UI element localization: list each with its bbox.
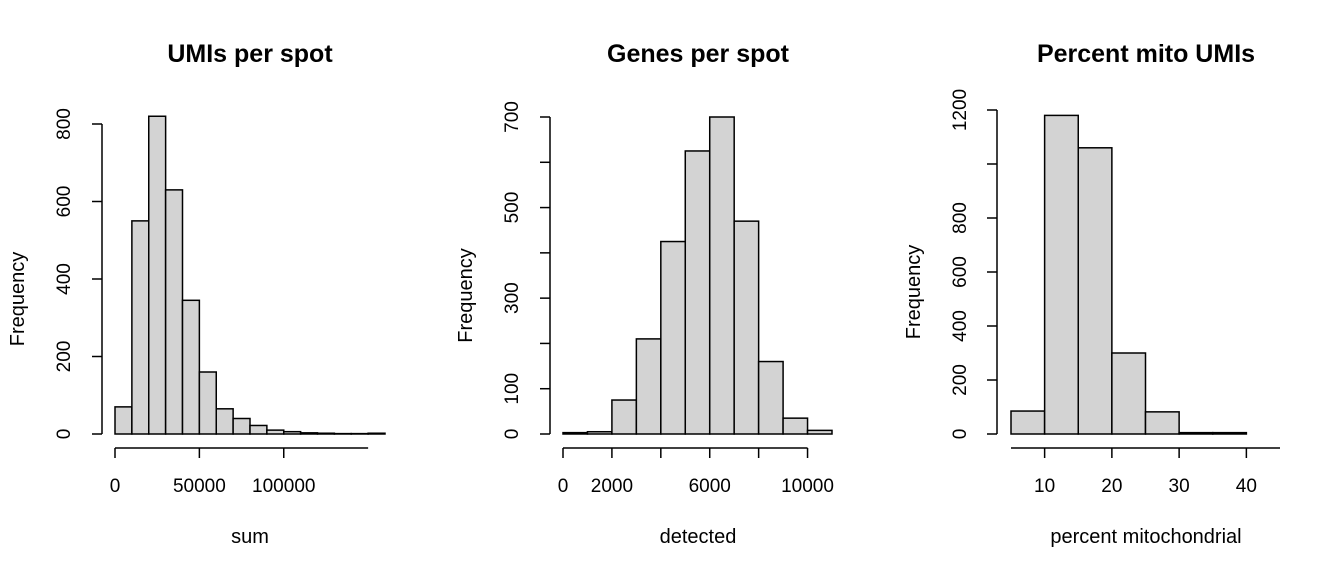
chart-1-y-tick-label-1: 0 <box>54 429 75 440</box>
chart-2-y-tick-label-8: 700 <box>502 101 523 133</box>
chart-3-y-tick-label-3: 400 <box>950 310 971 342</box>
chart-3-x-tick-label-3: 30 <box>1169 476 1190 497</box>
chart-3-x-tick-label-2: 20 <box>1101 476 1122 497</box>
chart-2-bar-3 <box>611 399 638 435</box>
chart-1-bar-1 <box>114 406 133 435</box>
chart-3-y-tick-label-1: 0 <box>950 429 971 440</box>
chart-2-y-tick-label-1: 0 <box>502 429 523 440</box>
chart-1-y-tick-label-4: 600 <box>54 186 75 218</box>
chart-1-bar-11 <box>283 430 302 435</box>
chart-3-bar-4 <box>1111 352 1147 435</box>
chart-1-y-axis-label: Frequency <box>7 252 29 347</box>
chart-3-x-tick-label-4: 40 <box>1236 476 1257 497</box>
chart-1-bar-5 <box>181 299 201 435</box>
chart-1-bar-4 <box>164 189 184 435</box>
chart-3-title: Percent mito UMIs <box>1037 40 1255 68</box>
chart-2-bar-5 <box>660 240 687 435</box>
chart-3-y-tick-label-2: 200 <box>950 364 971 396</box>
chart-2-x-tick-label-2: 2000 <box>591 476 633 497</box>
chart-1-bar-16 <box>367 432 386 435</box>
chart-3-bar-7 <box>1212 431 1248 435</box>
chart-3-bar-6 <box>1178 431 1214 435</box>
chart-1-bar-7 <box>215 408 234 435</box>
chart-2-bar-10 <box>782 417 809 435</box>
chart-1-bar-8 <box>232 417 251 435</box>
chart-3-y-tick-label-4: 600 <box>950 256 971 288</box>
chart-3-bar-1 <box>1010 410 1046 435</box>
chart-1-bar-12 <box>299 432 319 435</box>
chart-3-bar-3 <box>1077 147 1113 435</box>
chart-1-x-tick-label-2: 50000 <box>173 476 226 497</box>
chart-1-bar-13 <box>316 432 336 435</box>
chart-2-bar-8 <box>733 220 760 435</box>
chart-2-x-tick-label-4: 6000 <box>689 476 731 497</box>
chart-1-bar-2 <box>131 220 150 435</box>
chart-1-bar-3 <box>148 115 167 435</box>
chart-3-x-axis-label: percent mitochondrial <box>1050 526 1241 548</box>
chart-3-y-tick-label-5: 800 <box>950 202 971 234</box>
chart-2-bar-7 <box>708 116 735 435</box>
chart-3-y-tick-label-7: 1200 <box>950 89 971 131</box>
chart-2-bar-6 <box>684 150 711 435</box>
chart-2-y-tick-label-2: 100 <box>502 373 523 405</box>
chart-1-x-tick-label-1: 0 <box>110 476 121 497</box>
chart-1-x-tick-label-3: 100000 <box>252 476 315 497</box>
chart-2-title: Genes per spot <box>607 40 790 68</box>
chart-2-x-tick-label-6: 10000 <box>781 476 834 497</box>
chart-2-y-tick-label-6: 500 <box>502 192 523 224</box>
chart-2-bar-9 <box>757 360 784 435</box>
chart-2-bar-4 <box>635 338 662 435</box>
chart-3-bar-2 <box>1043 114 1079 435</box>
chart-1-bar-10 <box>266 429 285 435</box>
chart-2-bar-2 <box>586 430 613 435</box>
chart-1-title: UMIs per spot <box>167 40 333 68</box>
chart-2-x-tick-label-1: 0 <box>558 476 569 497</box>
chart-1-y-tick-label-3: 400 <box>54 263 75 295</box>
chart-2-y-tick-label-4: 300 <box>502 282 523 314</box>
chart-3-x-tick-label-1: 10 <box>1034 476 1055 497</box>
chart-3-y-axis-label: Frequency <box>903 245 925 340</box>
chart-3-bar-5 <box>1144 411 1180 435</box>
chart-1-y-tick-label-5: 800 <box>54 108 75 140</box>
chart-2-y-axis-label: Frequency <box>455 248 477 343</box>
chart-1-x-axis-label: sum <box>231 526 269 548</box>
chart-2-bar-1 <box>562 431 589 435</box>
chart-2-x-axis-label: detected <box>660 526 737 548</box>
chart-1-bar-6 <box>198 371 217 435</box>
chart-1-y-tick-label-2: 200 <box>54 341 75 373</box>
chart-1-bar-9 <box>249 424 268 435</box>
chart-2-bar-11 <box>806 429 833 435</box>
